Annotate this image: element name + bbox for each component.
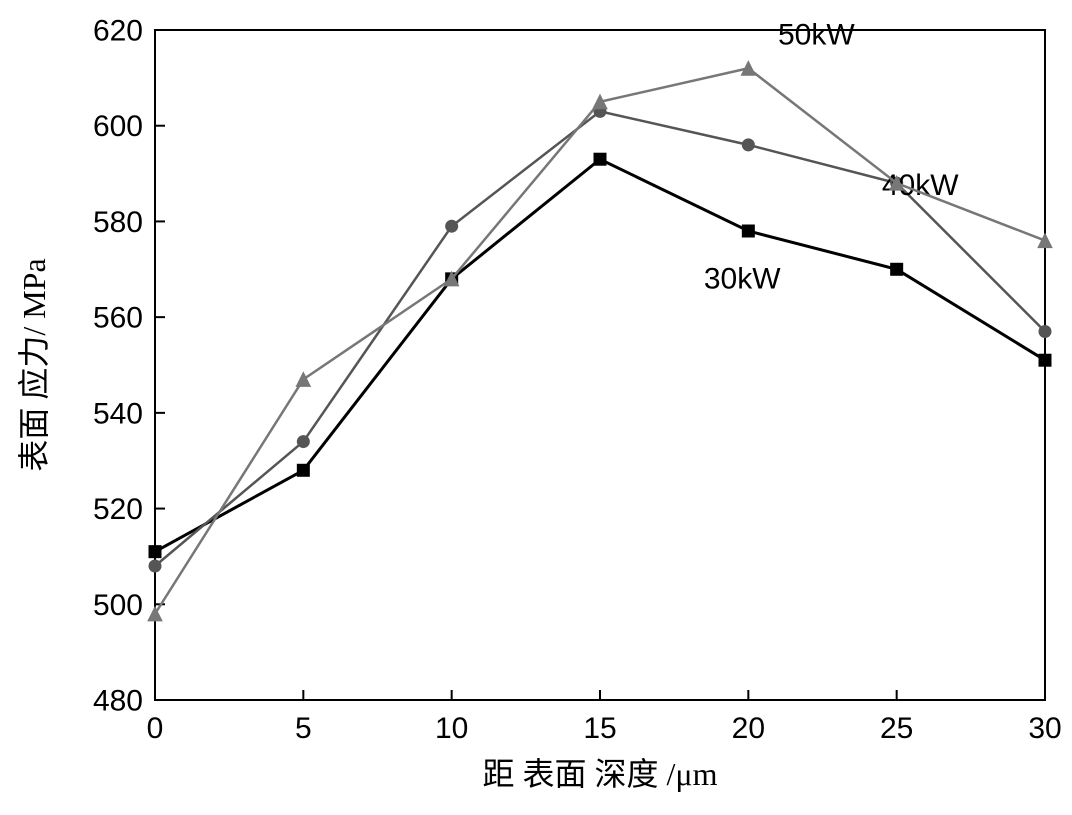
x-tick-label: 25 [880,712,913,745]
y-tick-label: 540 [93,397,143,430]
marker-circle [446,220,458,232]
y-tick-label: 560 [93,302,143,335]
y-axis-title: 表面 应力/ MPa [16,258,52,471]
marker-circle [297,436,309,448]
y-tick-label: 580 [93,206,143,239]
x-tick-label: 10 [435,712,468,745]
y-tick-label: 500 [93,589,143,622]
marker-circle [1039,326,1051,338]
y-tick-label: 520 [93,493,143,526]
series-label-30kW: 30kW [704,262,781,295]
x-tick-label: 5 [295,712,312,745]
chart-container: 0 5 10 15 20 25 30 480 500 520 540 560 580 600 620 距 表面… [0,0,1072,815]
series-label-50kW: 50kW [778,18,855,51]
marker-circle [742,139,754,151]
x-tick-label: 30 [1028,712,1061,745]
marker-square [297,464,309,476]
line-chart: 0 5 10 15 20 25 30 480 500 520 540 560 580 600 620 距 表面… [0,0,1072,815]
x-axis-title: 距 表面 深度 /μm [483,756,718,792]
marker-square [742,225,754,237]
marker-square [891,263,903,275]
y-tick-label: 600 [93,110,143,143]
marker-square [149,546,161,558]
y-tick-label: 620 [93,15,143,48]
marker-square [594,153,606,165]
x-tick-label: 15 [583,712,616,745]
y-tick-label: 480 [93,685,143,718]
x-tick-label: 0 [147,712,164,745]
marker-circle [149,560,161,572]
marker-square [1039,354,1051,366]
x-tick-label: 20 [732,712,765,745]
